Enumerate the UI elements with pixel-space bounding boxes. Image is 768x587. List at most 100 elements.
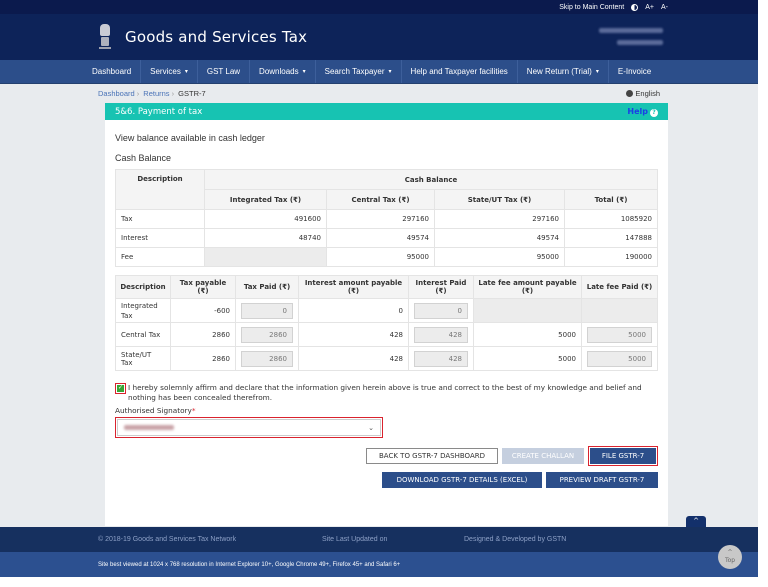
font-increase-button[interactable]: A+	[645, 3, 654, 11]
nav-item-new-return[interactable]: New Return (Trial) ▾	[518, 60, 609, 83]
cell-value: 48740	[204, 228, 327, 248]
nav-item-e-invoice[interactable]: E-Invoice	[609, 60, 660, 83]
tax-payable-value: 2860	[170, 346, 236, 371]
download-excel-button[interactable]: DOWNLOAD GSTR-7 DETAILS (EXCEL)	[382, 472, 542, 488]
nav-label: Help and Taxpayer facilities	[410, 67, 508, 76]
view-cash-ledger-link[interactable]: View balance available in cash ledger	[115, 133, 265, 143]
column-header: Interest amount payable (₹)	[298, 275, 409, 299]
file-button-highlight: FILE GSTR-7	[588, 446, 658, 466]
back-to-top-button[interactable]: ^ Top	[718, 545, 742, 569]
font-decrease-button[interactable]: A-	[661, 3, 668, 11]
action-buttons-row-1: BACK TO GSTR-7 DASHBOARD CREATE CHALLAN …	[115, 446, 658, 466]
interest-paid-input[interactable]: 0	[414, 302, 468, 319]
payment-of-tax-panel: 5&6. Payment of tax Help? View balance a…	[105, 103, 668, 526]
signatory-label-text: Authorised Signatory	[115, 406, 192, 415]
row-label: Fee	[115, 247, 205, 267]
footer-last-updated: Site Last Updated on	[322, 536, 388, 543]
checkmark-icon: ✓	[117, 384, 124, 392]
row-label: Central Tax	[115, 322, 171, 347]
gst-portal-page: Skip to Main Content A+ A- Goods and Ser…	[0, 0, 758, 577]
table-row: Integrated Tax -600 0 0 0	[115, 298, 658, 323]
cash-balance-heading: Cash Balance	[115, 153, 172, 163]
column-header: Central Tax (₹)	[326, 189, 435, 210]
nav-label: Services	[150, 67, 181, 76]
selected-signatory-redacted	[124, 425, 174, 430]
preview-draft-button[interactable]: PREVIEW DRAFT GSTR-7	[546, 472, 658, 488]
row-label: Interest	[115, 228, 205, 248]
breadcrumb-returns[interactable]: Returns	[143, 88, 170, 98]
breadcrumb-separator: ›	[171, 88, 175, 98]
interest-payable-value: 428	[298, 346, 409, 371]
row-label: State/UT Tax	[115, 346, 171, 371]
nav-item-downloads[interactable]: Downloads ▾	[250, 60, 316, 83]
footer-main: © 2018-19 Goods and Services Tax Network…	[0, 527, 758, 552]
breadcrumb-separator: ›	[136, 88, 140, 98]
caret-down-icon: ▾	[595, 69, 599, 75]
column-header: Total (₹)	[564, 189, 658, 210]
table-row: Tax 491600 297160 297160 1085920	[115, 209, 658, 229]
nav-item-search-taxpayer[interactable]: Search Taxpayer ▾	[316, 60, 402, 83]
nav-item-help[interactable]: Help and Taxpayer facilities	[402, 60, 518, 83]
national-emblem-logo[interactable]	[98, 24, 112, 50]
late-fee-payable-value: 5000	[473, 322, 582, 347]
file-gstr7-button[interactable]: FILE GSTR-7	[590, 448, 656, 464]
cell-value: 297160	[434, 209, 565, 229]
column-header: Late fee Paid (₹)	[581, 275, 658, 299]
table-row: Central Tax 2860 2860 428 428 5000 5000	[115, 322, 658, 347]
column-header: Description	[115, 275, 171, 299]
cell-value: 95000	[326, 247, 435, 267]
language-selector[interactable]: English	[626, 89, 660, 98]
language-label: English	[635, 88, 660, 98]
footer-browser-note: Site best viewed at 1024 x 768 resolutio…	[0, 552, 758, 577]
cell-value: 1085920	[564, 209, 658, 229]
user-info-redacted[interactable]	[599, 28, 663, 45]
required-marker: *	[191, 406, 196, 415]
cell-value: 49574	[434, 228, 565, 248]
site-title[interactable]: Goods and Services Tax	[125, 28, 308, 46]
cash-balance-table: Description Cash Balance Integrated Tax …	[115, 169, 658, 267]
declaration-checkbox[interactable]: ✓	[115, 383, 126, 394]
nav-item-gst-law[interactable]: GST Law	[198, 60, 251, 83]
cell-empty	[581, 298, 658, 323]
nav-label: Downloads	[259, 67, 299, 76]
nav-label: GST Law	[206, 67, 241, 76]
tax-paid-input[interactable]: 2860	[241, 350, 293, 367]
cell-empty	[204, 247, 327, 267]
authorised-signatory-select[interactable]: ⌄	[117, 419, 381, 436]
globe-icon	[626, 89, 634, 97]
late-fee-paid-input[interactable]: 5000	[587, 326, 652, 343]
contrast-toggle-icon[interactable]	[631, 3, 639, 11]
scroll-up-tab[interactable]: ^	[686, 516, 706, 527]
column-header: Interest Paid (₹)	[408, 275, 474, 299]
interest-paid-input[interactable]: 428	[414, 326, 468, 343]
column-header: State/UT Tax (₹)	[434, 189, 565, 210]
cell-value: 491600	[204, 209, 327, 229]
table-row: Fee 95000 95000 190000	[115, 247, 658, 267]
tax-payable-value: -600	[170, 298, 236, 323]
nav-label: E-Invoice	[617, 67, 652, 76]
back-to-dashboard-button[interactable]: BACK TO GSTR-7 DASHBOARD	[366, 448, 498, 464]
tax-paid-input[interactable]: 0	[241, 302, 293, 319]
interest-payable-value: 428	[298, 322, 409, 347]
cell-value: 147888	[564, 228, 658, 248]
nav-item-services[interactable]: Services ▾	[141, 60, 198, 83]
column-header: Late fee amount payable (₹)	[473, 275, 582, 299]
breadcrumb-current: GSTR-7	[178, 88, 206, 98]
column-header: Description	[115, 169, 205, 210]
site-header: Goods and Services Tax	[0, 14, 758, 60]
declaration: ✓ I hereby solemnly affirm and declare t…	[115, 383, 658, 403]
help-question-icon: ?	[650, 108, 658, 117]
create-challan-button[interactable]: CREATE CHALLAN	[502, 448, 584, 464]
interest-paid-input[interactable]: 428	[414, 350, 468, 367]
caret-down-icon: ▾	[184, 69, 188, 75]
tax-paid-input[interactable]: 2860	[241, 326, 293, 343]
chevron-down-icon: ⌄	[368, 424, 374, 432]
caret-down-icon: ▾	[302, 69, 306, 75]
late-fee-paid-input[interactable]: 5000	[587, 350, 652, 367]
breadcrumb-dashboard[interactable]: Dashboard	[98, 88, 135, 98]
help-link[interactable]: Help?	[627, 107, 658, 117]
skip-to-main-link[interactable]: Skip to Main Content	[559, 3, 625, 11]
nav-label: Dashboard	[92, 67, 132, 76]
cell-value: 297160	[326, 209, 435, 229]
nav-item-dashboard[interactable]: Dashboard	[83, 60, 142, 83]
